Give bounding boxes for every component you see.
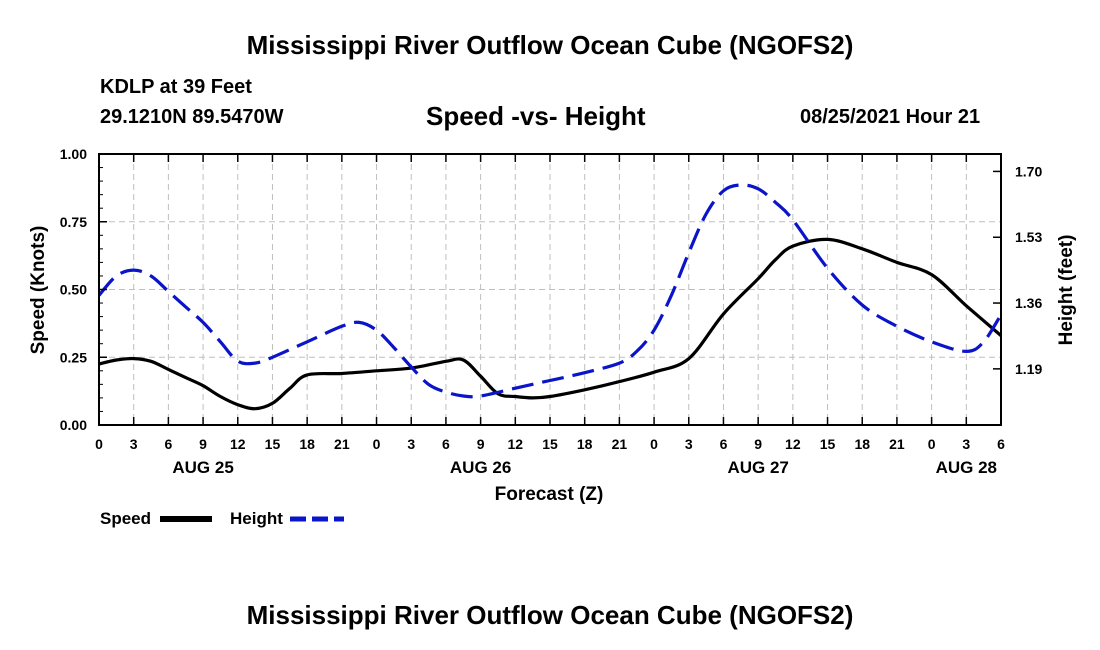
x-tick-label: 18 bbox=[577, 436, 593, 452]
y2-tick-label: 1.70 bbox=[1015, 163, 1042, 179]
legend-speed-label: Speed bbox=[100, 509, 152, 528]
legend-height-swatch bbox=[290, 516, 344, 522]
y2-tick-label: 1.19 bbox=[1015, 361, 1042, 377]
x-day-label: AUG 27 bbox=[727, 458, 788, 477]
x-tick-label: 15 bbox=[265, 436, 281, 452]
x-tick-label: 6 bbox=[720, 436, 728, 452]
y-tick-label: 0.25 bbox=[60, 349, 87, 365]
forecast-datetime: 08/25/2021 Hour 21 bbox=[800, 106, 981, 128]
y-axis-title: Speed (Knots) bbox=[28, 226, 49, 355]
legend-speed-swatch bbox=[160, 516, 212, 522]
x-tick-label: 6 bbox=[997, 436, 1005, 452]
x-day-label: AUG 25 bbox=[172, 458, 233, 477]
x-tick-label: 15 bbox=[542, 436, 558, 452]
x-tick-label: 21 bbox=[334, 436, 350, 452]
x-tick-label: 0 bbox=[928, 436, 936, 452]
page-title: Mississippi River Outflow Ocean Cube (NG… bbox=[246, 30, 854, 60]
x-tick-label: 0 bbox=[95, 436, 103, 452]
x-tick-label: 9 bbox=[199, 436, 207, 452]
x-tick-label: 3 bbox=[962, 436, 970, 452]
x-tick-label: 0 bbox=[650, 436, 658, 452]
y-tick-label: 0.50 bbox=[60, 282, 87, 298]
x-tick-label: 21 bbox=[612, 436, 628, 452]
y-tick-label: 0.75 bbox=[60, 214, 87, 230]
legend-height-label: Height bbox=[230, 509, 283, 528]
x-tick-label: 12 bbox=[785, 436, 801, 452]
x-tick-label: 18 bbox=[299, 436, 315, 452]
y2-axis-title: Height (feet) bbox=[1056, 235, 1077, 346]
station-label: KDLP at 39 Feet bbox=[100, 76, 252, 98]
axes: 0 3 6 9 12 15 18 21 0 3 6 9 12 15 18 21 0 3 6 9 12 15 18 21 0 3 6A… bbox=[60, 146, 1043, 477]
chart-subtitle: Speed -vs- Height bbox=[426, 101, 646, 131]
x-tick-label: 6 bbox=[164, 436, 172, 452]
height-series-line bbox=[99, 183, 1001, 399]
x-tick-label: 12 bbox=[508, 436, 524, 452]
x-tick-label: 18 bbox=[854, 436, 870, 452]
station-coords: 29.1210N 89.5470W bbox=[100, 106, 284, 128]
speed-series-line bbox=[99, 237, 1001, 411]
x-tick-label: 6 bbox=[442, 436, 450, 452]
x-tick-label: 15 bbox=[820, 436, 836, 452]
x-day-label: AUG 26 bbox=[450, 458, 511, 477]
x-axis-title: Forecast (Z) bbox=[495, 484, 604, 505]
grid-lines bbox=[99, 154, 1001, 425]
speed-height-chart: 0 3 6 9 12 15 18 21 0 3 6 9 12 15 18 21 0 3 6 9 12 15 18 21 0 3 6A… bbox=[28, 146, 1077, 505]
y2-tick-label: 1.53 bbox=[1015, 229, 1042, 245]
x-tick-label: 21 bbox=[889, 436, 905, 452]
x-tick-label: 3 bbox=[407, 436, 415, 452]
x-tick-label: 9 bbox=[477, 436, 485, 452]
x-tick-label: 0 bbox=[373, 436, 381, 452]
x-day-label: AUG 28 bbox=[936, 458, 997, 477]
y-tick-label: 1.00 bbox=[60, 146, 87, 162]
x-tick-label: 9 bbox=[754, 436, 762, 452]
y2-tick-label: 1.36 bbox=[1015, 295, 1042, 311]
y-tick-label: 0.00 bbox=[60, 417, 87, 433]
footer-title: Mississippi River Outflow Ocean Cube (NG… bbox=[246, 600, 854, 630]
x-tick-label: 3 bbox=[685, 436, 693, 452]
series-lines bbox=[99, 183, 1001, 411]
x-tick-label: 12 bbox=[230, 436, 246, 452]
x-tick-label: 3 bbox=[130, 436, 138, 452]
